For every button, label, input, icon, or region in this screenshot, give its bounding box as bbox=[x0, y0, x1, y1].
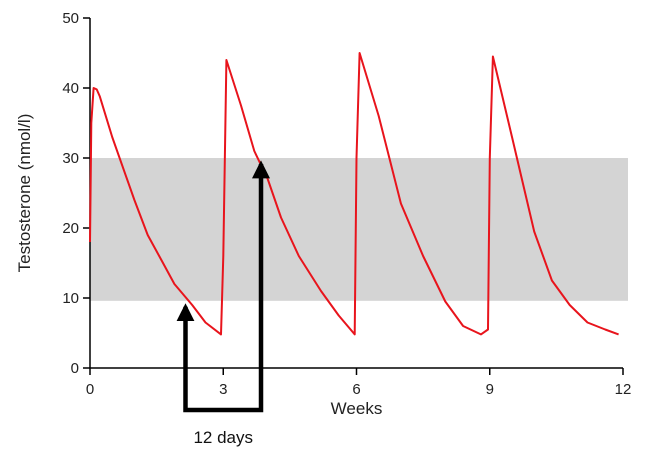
y-tick-label: 20 bbox=[62, 220, 79, 237]
x-tick-label: 12 bbox=[615, 381, 632, 398]
series-layer bbox=[89, 52, 619, 336]
normal-range-band bbox=[90, 158, 628, 301]
y-tick-label: 30 bbox=[62, 150, 79, 167]
y-tick-label: 10 bbox=[62, 290, 79, 307]
twelve-day-interval-arrow bbox=[176, 160, 271, 413]
y-axis-ticks: 0 10 20 30 40 50 bbox=[62, 10, 90, 377]
y-tick-label: 50 bbox=[62, 10, 79, 27]
y-axis-title: Testosterone (nmol/l) bbox=[15, 114, 34, 273]
x-axis-title: Weeks bbox=[331, 399, 383, 418]
x-tick-label: 0 bbox=[86, 381, 94, 398]
x-tick-label: 6 bbox=[352, 381, 360, 398]
x-axis-ticks: 0 3 6 9 12 bbox=[86, 368, 632, 398]
annotation-label: 12 days bbox=[193, 428, 253, 447]
annotation-layer: 12 days bbox=[176, 160, 271, 447]
y-tick-label: 0 bbox=[71, 360, 79, 377]
testosterone-series-line bbox=[89, 52, 619, 336]
y-tick-label: 40 bbox=[62, 80, 79, 97]
x-tick-label: 9 bbox=[486, 381, 494, 398]
x-tick-label: 3 bbox=[219, 381, 227, 398]
